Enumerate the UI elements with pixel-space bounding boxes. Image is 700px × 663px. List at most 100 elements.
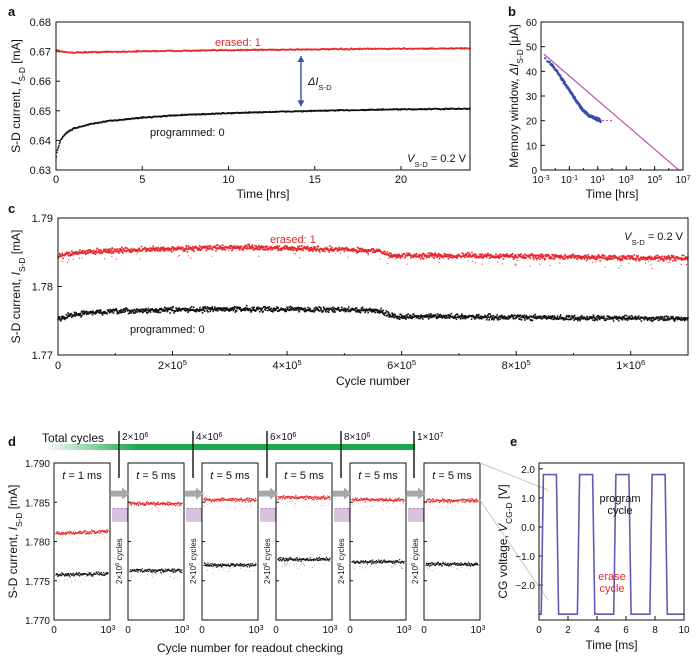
programmed-data-point	[245, 304, 248, 307]
programmed-data-point	[135, 308, 138, 310]
erased-data-point	[522, 256, 525, 259]
erased-data-point	[300, 245, 303, 247]
erased-data-point	[474, 256, 476, 258]
programmed-data-point	[555, 318, 558, 321]
erased-data-point	[261, 245, 263, 247]
erased-data-point	[609, 255, 612, 258]
erased-data-point	[587, 253, 589, 256]
programmed-data-point	[485, 318, 488, 321]
programmed-data-point	[188, 308, 191, 311]
erased-data-point	[371, 251, 374, 254]
erased-data-point	[75, 250, 77, 253]
programmed-data-point	[313, 311, 315, 313]
programmed-data-point	[457, 315, 460, 318]
programmed-data-point	[364, 309, 366, 312]
erased-data-point	[509, 253, 512, 256]
erased-data-point	[154, 505, 156, 507]
programmed-data-point	[144, 308, 146, 311]
erased-data-point	[449, 253, 451, 256]
erased-data-point	[621, 257, 623, 260]
erased-data-point	[61, 260, 63, 262]
programmed-data-point	[488, 319, 491, 321]
erased-data-point	[111, 255, 113, 257]
programmed-data-point	[219, 309, 222, 311]
erased-data-point	[298, 248, 301, 251]
erased-data-point	[422, 252, 425, 255]
erased-data-point	[654, 256, 657, 259]
erased-data-point	[74, 532, 76, 534]
programmed-data-point	[59, 318, 61, 321]
programmed-data-point	[58, 142, 61, 145]
erased-data-point	[676, 258, 679, 260]
erased-data-point	[608, 254, 611, 257]
erased-data-point	[418, 256, 421, 259]
programmed-data-point	[418, 315, 421, 317]
erased-data-point	[407, 253, 409, 256]
programmed-data-point	[639, 317, 642, 319]
programmed-data-point	[108, 309, 110, 311]
erased-data-point	[610, 258, 612, 260]
text-part: S-D	[415, 160, 429, 169]
programmed-data-point	[530, 319, 533, 321]
erased-data-point	[251, 244, 253, 246]
programmed-data-point	[168, 308, 171, 310]
programmed-data-point	[657, 319, 660, 322]
erased-data-point	[240, 245, 243, 248]
programmed-data-point	[402, 316, 404, 318]
erased-data-point	[331, 246, 333, 249]
erased-data-point	[338, 247, 341, 249]
erased-data-point	[617, 258, 619, 261]
erased-data-point	[467, 256, 470, 258]
erased-data-point	[269, 247, 272, 249]
programmed-data-point	[544, 316, 546, 318]
programmed-data-point	[73, 314, 75, 317]
erased-data-point	[398, 254, 401, 257]
erased-data-point	[476, 256, 478, 258]
erased-data-point	[616, 257, 619, 259]
programmed-data-point	[380, 109, 383, 111]
erased-data-point	[598, 255, 601, 257]
erased-data-point	[422, 47, 424, 50]
erased-data-point	[58, 532, 60, 535]
erased-data-point	[575, 255, 578, 257]
erased-data-point	[69, 254, 71, 257]
erased-data-point	[155, 503, 157, 505]
programmed-data-point	[255, 307, 258, 309]
programmed-data-point	[221, 307, 224, 310]
programmed-data-point	[551, 315, 554, 317]
programmed-data-point	[490, 315, 493, 318]
erased-data-point	[673, 256, 675, 259]
erased-data-point	[563, 255, 565, 257]
programmed-data-point	[491, 316, 494, 319]
erased-data-point	[292, 246, 295, 249]
y-tick-label: 50	[526, 43, 538, 54]
programmed-data-point	[91, 313, 94, 316]
programmed-data-point	[510, 315, 512, 318]
programmed-data-point	[287, 309, 290, 311]
x-tick-label: 0	[51, 625, 57, 636]
erased-data-point	[424, 255, 426, 258]
erased-data-point	[304, 247, 307, 250]
erased-data-point	[135, 504, 138, 506]
erased-data-point	[197, 249, 199, 252]
erased-data-point	[144, 504, 146, 507]
erased-data-point	[582, 256, 585, 258]
erased-data-point	[606, 256, 608, 259]
erased-data-point	[578, 256, 580, 259]
erased-data-point	[403, 253, 406, 255]
programmed-data-point	[412, 313, 415, 315]
programmed-data-point	[602, 317, 605, 320]
erased-data-point	[487, 253, 490, 256]
erased-data-point	[103, 250, 106, 252]
programmed-data-point	[132, 311, 135, 313]
erased-data-point	[590, 257, 592, 260]
erased-data-point	[390, 255, 393, 257]
programmed-data-point	[429, 313, 432, 315]
programmed-data-point	[456, 313, 458, 316]
erased-data-point	[666, 255, 668, 258]
programmed-data-point	[73, 575, 75, 577]
programmed-data-point	[651, 316, 653, 319]
programmed-data-point	[245, 307, 247, 309]
erased-data-point	[153, 503, 156, 505]
erased-data-point	[106, 251, 108, 253]
